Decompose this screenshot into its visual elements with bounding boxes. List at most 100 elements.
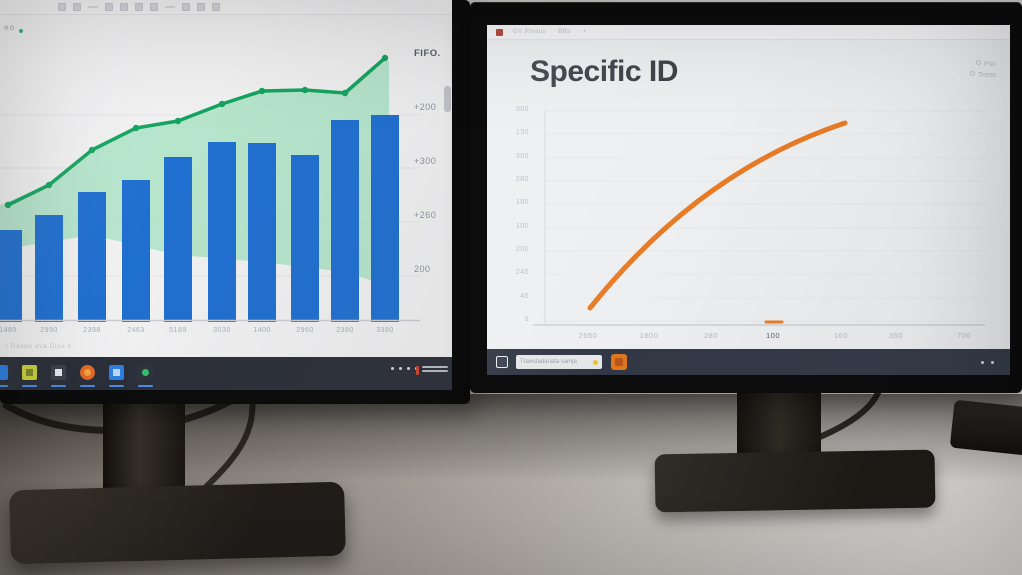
bar	[164, 157, 192, 322]
bar	[291, 155, 319, 322]
left-screen-toolbar	[0, 0, 452, 15]
line-marker	[341, 89, 349, 97]
scrollbar-thumb[interactable]	[444, 86, 451, 112]
left-monitor-stand-base	[9, 481, 346, 565]
y-tick-label: 130	[515, 129, 529, 136]
corner-label: eo	[4, 23, 23, 33]
x-tick-label: 280	[703, 331, 719, 340]
right-screen: GV Rlvaus BBs + Specific ID Pso Treno 300 13…	[487, 25, 1010, 375]
right-axis-label: +200	[414, 102, 437, 112]
chart-legend: Pso Treno	[969, 59, 996, 81]
left-chart	[0, 54, 420, 322]
x-tick-label: 1400	[253, 327, 271, 334]
right-chart: 300 130 300 280 190 100 200 240 40 0 2550 1600 280 1…	[503, 101, 1005, 363]
legend-item: Pso	[970, 59, 996, 70]
doc-icon	[496, 28, 503, 36]
taskbar-app-firefox[interactable]	[80, 364, 95, 387]
line-marker	[218, 100, 226, 108]
taskbar-app-blue[interactable]	[0, 364, 8, 387]
x-tick-label: 700	[956, 331, 972, 340]
right-axis-label: 200	[414, 264, 431, 274]
right-axis-label: FIFO.	[414, 48, 441, 59]
line-marker	[88, 146, 96, 154]
legend-item: Treno	[969, 70, 996, 81]
tray-dot	[991, 360, 994, 364]
toolbar-icon[interactable]	[73, 3, 81, 11]
legend-bullet-icon	[975, 60, 981, 65]
emoji-icon	[593, 359, 598, 365]
bar	[35, 215, 63, 322]
left-monitor-stand-neck	[103, 400, 185, 500]
line-marker	[45, 181, 53, 189]
toolbar-separator	[88, 6, 98, 8]
toolbar-icon[interactable]	[120, 3, 128, 11]
tab-label[interactable]: +	[582, 29, 587, 35]
app-icon-orange[interactable]	[611, 354, 627, 370]
bar	[371, 115, 399, 322]
y-tick-label: 300	[515, 106, 529, 113]
right-taskbar: Trawsladanata samja	[487, 349, 1010, 375]
system-tray	[981, 360, 994, 364]
y-tick-label: 100	[515, 223, 529, 230]
x-tick-label: 2380	[336, 327, 354, 334]
browser-tab-bar[interactable]: GV Rlvaus BBs +	[487, 25, 1010, 40]
taskbar-app-excel[interactable]	[138, 364, 153, 387]
tray-dot	[399, 367, 402, 370]
right-axis-label: +260	[414, 210, 437, 220]
x-tick-label: 3380	[376, 327, 394, 334]
y-tick-label: 190	[515, 199, 529, 206]
right-axis-label: +300	[414, 156, 437, 166]
tray-dot	[391, 367, 394, 370]
right-chart-plot	[533, 110, 985, 326]
toolbar-icon[interactable]	[105, 3, 113, 11]
x-tick-label: 2550	[578, 331, 598, 340]
x-tick-label: 3030	[213, 327, 231, 334]
bar	[122, 180, 150, 322]
x-tick-label: 350	[888, 331, 904, 340]
y-tick-label: 0	[524, 316, 529, 323]
right-monitor-stand-neck	[737, 390, 821, 462]
toolbar-icon[interactable]	[212, 3, 220, 11]
tab-label[interactable]: BBs	[558, 29, 571, 35]
y-tick-label: 300	[515, 153, 529, 160]
x-tick-label: 1480	[0, 327, 17, 334]
taskbar-search[interactable]: Trawsladanata samja	[516, 355, 602, 369]
curve	[587, 120, 848, 311]
desk-device	[949, 399, 1022, 457]
app-excel-glyph-icon	[142, 368, 149, 376]
taskbar-app-store[interactable]	[109, 364, 124, 387]
line-marker	[132, 124, 140, 132]
tray-dot	[407, 367, 410, 370]
bar	[0, 230, 22, 322]
system-tray	[391, 367, 418, 370]
taskbar-app-yellow[interactable]	[22, 364, 37, 387]
legend-bullet-icon	[969, 71, 975, 76]
bar	[331, 120, 359, 322]
app-window-glyph-icon	[55, 368, 62, 376]
taskbar-clock	[416, 364, 448, 375]
toolbar-icon[interactable]	[182, 3, 190, 11]
toolbar-icon[interactable]	[150, 3, 158, 11]
app-store-glyph-icon	[113, 368, 120, 376]
line-marker	[4, 201, 12, 209]
left-screen: eo FIFO. +200 +300 +260 200 1480 2990 2398 2463…	[0, 0, 452, 390]
tab-label[interactable]: GV Rlvaus	[513, 29, 547, 35]
line-marker	[258, 87, 266, 95]
toolbar-separator	[165, 6, 175, 8]
chart-caption: | Raven ava Disu 1	[6, 343, 72, 350]
toolbar-icon[interactable]	[58, 3, 66, 11]
x-tick-label: 1600	[639, 331, 659, 340]
x-tick-label: 2960	[296, 327, 314, 334]
x-tick-label: 100	[765, 331, 781, 340]
right-monitor: GV Rlvaus BBs + Specific ID Pso Treno 300 13…	[470, 2, 1022, 393]
toolbar-icon[interactable]	[135, 3, 143, 11]
taskbar-app-window[interactable]	[51, 364, 66, 387]
x-tick-label: 5189	[169, 327, 187, 334]
line-marker	[174, 117, 182, 125]
toolbar-icon[interactable]	[197, 3, 205, 11]
x-tick-label: 2398	[83, 327, 101, 334]
page-title: Specific ID	[530, 55, 678, 88]
search-text: Trawsladanata samja	[520, 359, 577, 365]
start-button[interactable]	[496, 356, 508, 368]
